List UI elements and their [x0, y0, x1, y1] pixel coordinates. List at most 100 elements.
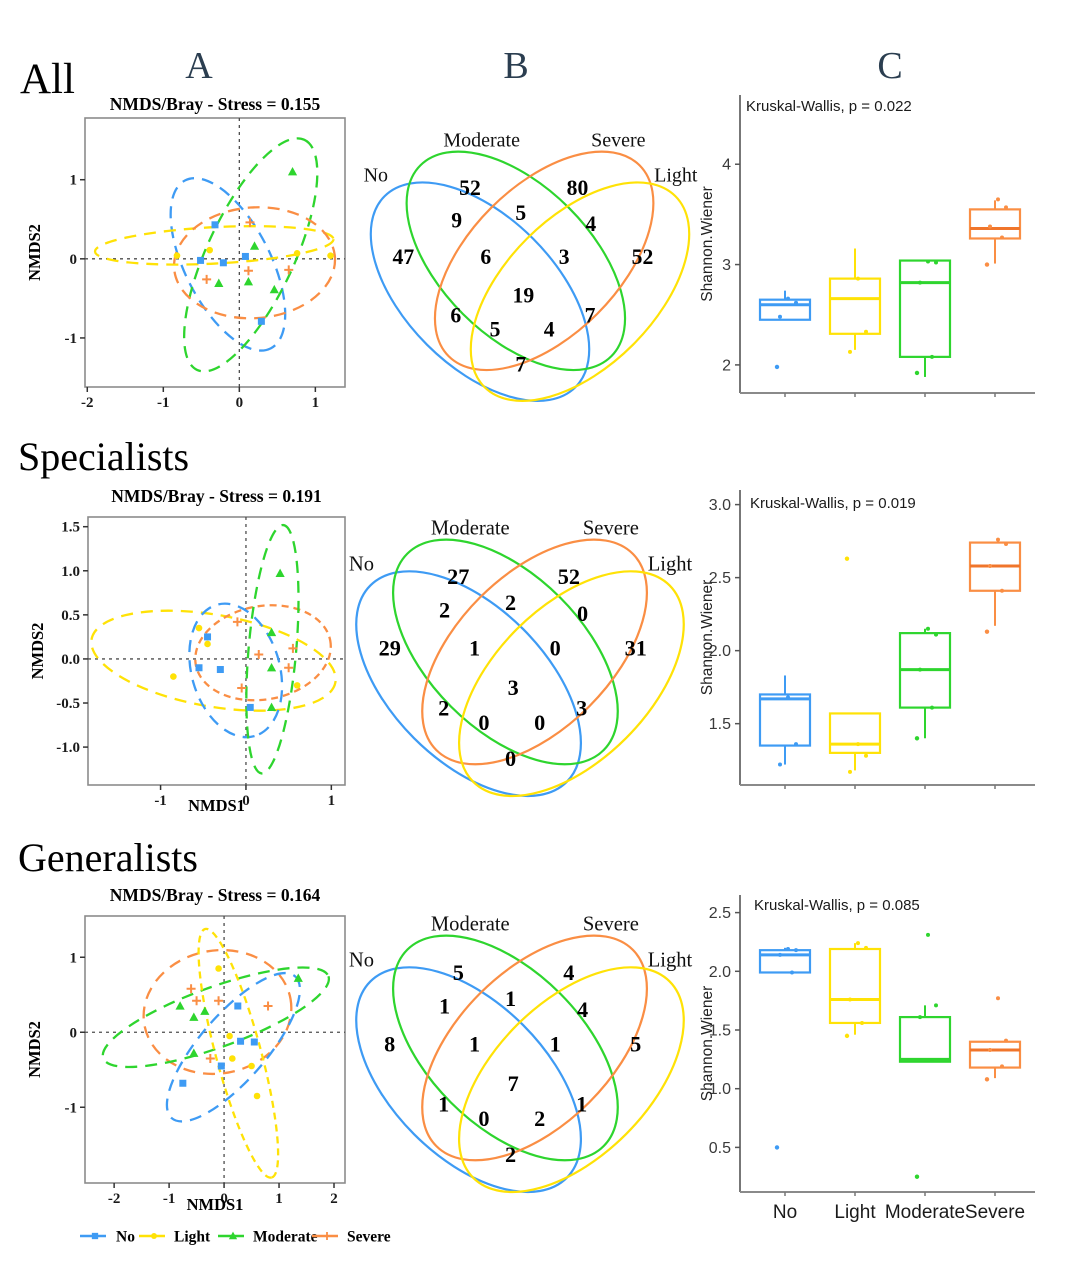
confidence-ellipse-severe: [172, 206, 337, 320]
box-moderate: [898, 626, 952, 741]
y-tick-label: 1.0: [61, 564, 80, 580]
venn-count-no_light: 2: [505, 1142, 516, 1167]
x-category-label: Moderate: [885, 1202, 965, 1223]
x-tick-label: 0: [236, 395, 244, 411]
confidence-ellipse-light: [197, 927, 280, 1179]
venn-ellipse-severe: [421, 538, 649, 766]
y-tick-label: 4: [722, 157, 731, 174]
venn-count-moderate_severe: 2: [505, 590, 516, 615]
venn-count-no_only: 47: [393, 245, 415, 269]
y-axis-label: Shannon.Wiener: [699, 580, 716, 695]
venn-ellipse-moderate: [405, 150, 627, 372]
venn-count-no_only: 29: [379, 635, 401, 660]
box-severe: [968, 996, 1022, 1082]
group-legend: No Light Moderate Severe: [80, 1229, 391, 1246]
points-moderate: [214, 167, 298, 294]
column-header-c: C: [877, 45, 903, 87]
venn-ellipse-moderate: [391, 934, 619, 1162]
y-tick-label: 1.5: [709, 716, 731, 733]
venn-ellipse-severe: [433, 150, 655, 372]
nmds-title: NMDS/Bray - Stress = 0.191: [111, 486, 321, 506]
nmds-title: NMDS/Bray - Stress = 0.155: [110, 94, 321, 114]
confidence-ellipse-moderate: [101, 966, 331, 1069]
venn-set-label-light: Light: [654, 165, 698, 187]
nmds-plot-generalists: NMDS/Bray - Stress = 0.164 -2 -1 0 1 2 1 0 -1 NMD…: [25, 885, 346, 1214]
venn-set-label-light: Light: [648, 554, 693, 576]
venn-count-no_moderate: 1: [439, 994, 450, 1019]
legend-item-light: Light: [139, 1229, 211, 1246]
row-label-all: All: [20, 56, 75, 103]
legend-item-moderate: Moderate: [218, 1229, 318, 1246]
y-tick-label: 0: [70, 1025, 78, 1041]
boxplot-specialists: 1.5 2.0 2.5 3.0 Kruskal-Wallis, p = 0.019 Sha…: [699, 490, 1035, 789]
y-tick-label: 2: [722, 357, 731, 374]
points-light: [215, 965, 261, 1100]
venn-set-label-moderate: Moderate: [443, 130, 520, 152]
x-axis-label: NMDS1: [187, 1195, 244, 1214]
venn-count-no_severe: 6: [450, 304, 461, 328]
venn-count-no_moderate_light: 0: [534, 710, 545, 735]
venn-count-moderate_severe: 5: [515, 201, 526, 225]
row-label-generalists: Generalists: [18, 835, 198, 880]
venn-set-label-severe: Severe: [583, 518, 639, 540]
venn-count-no_severe_light: 0: [478, 1106, 489, 1131]
x-category-label: Severe: [965, 1202, 1025, 1223]
venn-count-all: 7: [508, 1071, 519, 1096]
legend-item-no: No: [80, 1229, 135, 1246]
venn-count-light_only: 31: [625, 635, 647, 660]
venn-count-moderate_only: 5: [453, 960, 464, 985]
y-tick-label: 2.0: [709, 643, 731, 660]
plot-border: [84, 117, 346, 388]
y-tick-label: 3.0: [709, 497, 731, 514]
x-category-label: No: [773, 1202, 797, 1223]
points-light: [173, 246, 334, 259]
points-no: [179, 1002, 258, 1087]
plot-border: [87, 516, 346, 786]
box-severe: [968, 197, 1022, 267]
venn-count-no_severe: 2: [438, 695, 449, 720]
boxplot-all: 2 3 4 Kruskal-Wallis, p = 0.022 Shannon.Wien…: [699, 95, 1035, 397]
x-tick-label: 1: [312, 395, 320, 411]
y-tick-label: 3: [722, 257, 731, 274]
points-no: [195, 633, 254, 711]
venn-count-moderate_severe: 1: [505, 986, 516, 1011]
venn-set-label-no: No: [349, 950, 374, 972]
x-tick-label: 0: [220, 1191, 228, 1207]
x-tick-label: 2: [330, 1191, 338, 1207]
box-light: [828, 556, 882, 774]
legend-label-severe: Severe: [347, 1229, 391, 1246]
confidence-ellipse-moderate: [182, 137, 319, 373]
x-tick-label: -2: [81, 395, 94, 411]
nmds-plot-all: NMDS/Bray - Stress = 0.155 -2 -1 0 1 1 0 -1 NMDS…: [25, 94, 346, 411]
legend-label-light: Light: [174, 1229, 211, 1246]
legend-label-moderate: Moderate: [253, 1229, 318, 1246]
confidence-ellipse-light: [90, 609, 337, 712]
venn-count-no_moderate_severe: 1: [469, 1031, 480, 1056]
venn-count-no_moderate_severe: 6: [480, 245, 491, 269]
confidence-ellipse-severe: [194, 604, 332, 702]
venn-count-moderate_severe_light: 3: [559, 245, 570, 269]
venn-count-moderate_light: 3: [576, 695, 587, 720]
x-tick-label: -1: [163, 1191, 176, 1207]
y-axis-label: NMDS2: [25, 1021, 44, 1078]
x-axis-label: NMDS1: [188, 796, 245, 815]
venn-count-no_moderate_light: 4: [544, 318, 555, 342]
venn-count-no_only: 8: [384, 1031, 395, 1056]
venn-ellipse-light: [469, 181, 691, 402]
box-moderate: [898, 259, 952, 377]
venn-count-no_moderate: 9: [451, 209, 462, 233]
box-no: [758, 675, 812, 767]
x-category-label: Light: [834, 1202, 876, 1223]
x-tick-label: 1: [328, 793, 336, 809]
box-moderate: [898, 932, 952, 1179]
venn-set-label-severe: Severe: [591, 130, 646, 152]
venn-count-moderate_light: 7: [585, 304, 596, 328]
venn-count-no_light: 7: [515, 353, 526, 377]
y-tick-label: -1: [65, 331, 78, 347]
venn-ellipse-light: [457, 966, 685, 1194]
venn-count-severe_only: 4: [563, 960, 574, 985]
plot-border: [84, 915, 346, 1184]
venn-count-severe_only: 52: [558, 564, 580, 589]
